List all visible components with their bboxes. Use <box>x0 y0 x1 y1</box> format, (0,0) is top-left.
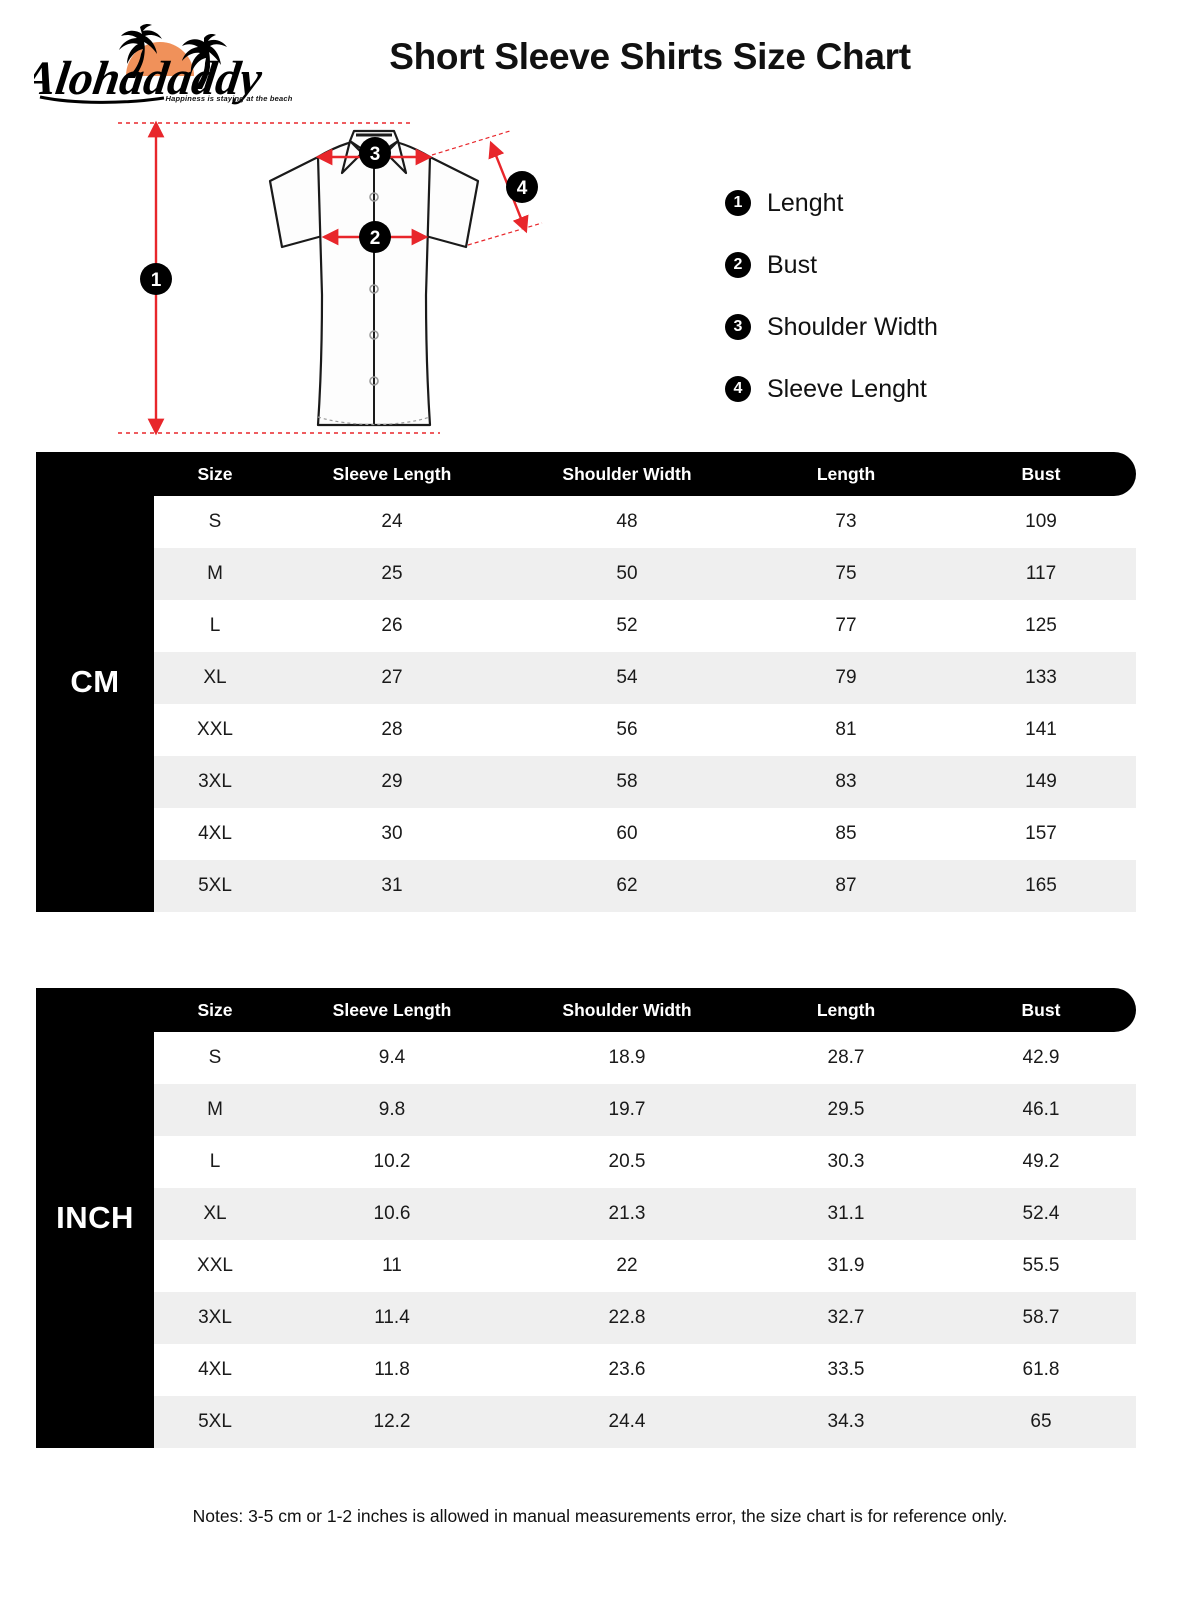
palm-tree-left-icon <box>119 23 162 78</box>
th-length: Length <box>816 463 876 484</box>
legend-bullet-2-icon: 2 <box>725 252 751 278</box>
hem-stitch <box>317 416 431 426</box>
shirt-diagram: 1 2 3 4 <box>118 120 543 436</box>
th-size: Size <box>197 999 233 1020</box>
th-shoulder-width: Shoulder Width <box>562 463 692 484</box>
unit-label-cm: CM <box>70 664 120 699</box>
table-row: XL 27 54 79 133 <box>154 652 1136 704</box>
table-row: 3XL 29 58 83 149 <box>154 756 1136 808</box>
svg-text:2: 2 <box>370 228 381 249</box>
legend-item-4: 4 Sleeve Lenght <box>725 358 1055 420</box>
legend-label-1: Lenght <box>767 188 844 217</box>
callout-4: 4 <box>506 171 538 203</box>
callout-1: 1 <box>140 263 172 295</box>
footer-notes: Notes: 3-5 cm or 1-2 inches is allowed i… <box>192 1506 1008 1526</box>
table-row: 4XL 30 60 85 157 <box>154 808 1136 860</box>
unit-column-cm: CM <box>36 452 154 912</box>
legend-bullet-4-icon: 4 <box>725 376 751 402</box>
legend-item-1: 1 Lenght <box>725 172 1055 234</box>
table-cm-body: Size Sleeve Length Shoulder Width Length… <box>36 452 1136 912</box>
callout-2: 2 <box>359 221 391 253</box>
unit-label-inch: INCH <box>56 1200 134 1235</box>
th-sleeve-length: Sleeve Length <box>332 999 452 1020</box>
table-row: XXL 28 56 81 141 <box>154 704 1136 756</box>
svg-text:3: 3 <box>370 144 381 165</box>
table-row: 5XL 31 62 87 165 <box>154 860 1136 912</box>
th-shoulder-width: Shoulder Width <box>562 999 692 1020</box>
legend-item-2: 2 Bust <box>725 234 1055 296</box>
th-size: Size <box>197 463 233 484</box>
th-bust: Bust <box>1021 999 1061 1020</box>
table-row: XXL 11 22 31.9 55.5 <box>154 1240 1136 1292</box>
table-row: M 9.8 19.7 29.5 46.1 <box>154 1084 1136 1136</box>
table-row: S 9.4 18.9 28.7 42.9 <box>154 1032 1136 1084</box>
legend-bullet-1-icon: 1 <box>725 190 751 216</box>
svg-text:4: 4 <box>517 178 528 199</box>
svg-text:1: 1 <box>151 270 162 291</box>
sleeve-guide-top <box>431 130 511 156</box>
table-row: 4XL 11.8 23.6 33.5 61.8 <box>154 1344 1136 1396</box>
page-title: Short Sleeve Shirts Size Chart <box>389 36 911 77</box>
size-table-cm: CM Size Sleeve Length Shoulder Width Len… <box>36 452 1136 912</box>
th-length: Length <box>816 999 876 1020</box>
table-row: XL 10.6 21.3 31.1 52.4 <box>154 1188 1136 1240</box>
legend-item-3: 3 Shoulder Width <box>725 296 1055 358</box>
table-row: S 24 48 73 109 <box>154 496 1136 548</box>
size-table-inch: INCH Size Sleeve Length Shoulder Width L… <box>36 988 1136 1448</box>
legend-label-4: Sleeve Lenght <box>767 374 927 403</box>
table-row: L 26 52 77 125 <box>154 600 1136 652</box>
table-row: M 25 50 75 117 <box>154 548 1136 600</box>
table-header-inch: Size Sleeve Length Shoulder Width Length… <box>36 988 1136 1032</box>
table-header-cm: Size Sleeve Length Shoulder Width Length… <box>36 452 1136 496</box>
unit-column-inch: INCH <box>36 988 154 1448</box>
logo-artwork: Alohadaddy <box>34 23 266 105</box>
logo-swash <box>39 95 165 104</box>
table-inch-body: Size Sleeve Length Shoulder Width Length… <box>36 988 1136 1448</box>
measurement-legend: 1 Lenght 2 Bust 3 Shoulder Width 4 Sleev… <box>725 172 1055 420</box>
table-row: L 10.2 20.5 30.3 49.2 <box>154 1136 1136 1188</box>
th-bust: Bust <box>1021 463 1061 484</box>
sleeve-guide-bottom <box>467 222 543 246</box>
palm-tree-right-icon <box>182 34 227 89</box>
table-row: 5XL 12.2 24.4 34.3 65 <box>154 1396 1136 1448</box>
table-row: 3XL 11.4 22.8 32.7 58.7 <box>154 1292 1136 1344</box>
legend-label-2: Bust <box>767 250 818 279</box>
legend-label-3: Shoulder Width <box>767 312 938 341</box>
th-sleeve-length: Sleeve Length <box>332 463 452 484</box>
legend-bullet-3-icon: 3 <box>725 314 751 340</box>
brand-logo: Alohadaddy Happiness is staying at the b… <box>34 8 304 113</box>
brand-tagline: Happiness is staying at the beach <box>165 94 293 103</box>
callout-3: 3 <box>359 137 391 169</box>
brand-wordmark: Alohadaddy <box>34 52 266 105</box>
shirt-outline <box>268 137 480 427</box>
